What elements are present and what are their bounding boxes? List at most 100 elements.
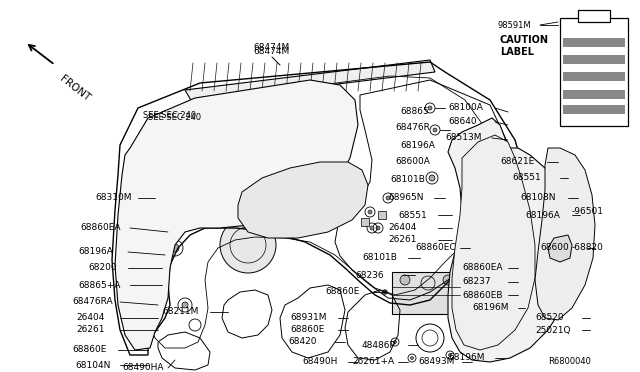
Text: 68551: 68551 (512, 173, 541, 183)
Circle shape (163, 282, 168, 288)
Text: 98591M: 98591M (498, 20, 532, 29)
Text: SEE SEC 240: SEE SEC 240 (148, 113, 201, 122)
Bar (563, 55, 625, 64)
Text: 68860EC: 68860EC (415, 244, 456, 253)
Text: 26261+A: 26261+A (352, 357, 394, 366)
Text: 68860EA: 68860EA (462, 263, 502, 273)
Text: 68310M: 68310M (95, 193, 131, 202)
Text: LABEL: LABEL (500, 47, 534, 57)
Circle shape (449, 353, 451, 356)
Polygon shape (238, 162, 368, 238)
Circle shape (386, 196, 390, 200)
Text: 68490H: 68490H (302, 357, 337, 366)
Text: 68860EB: 68860EB (462, 291, 502, 299)
Text: 68860EA: 68860EA (80, 224, 120, 232)
Circle shape (555, 209, 561, 215)
Text: 68237: 68237 (462, 278, 491, 286)
Polygon shape (115, 80, 358, 350)
Text: 68474M: 68474M (254, 44, 290, 52)
Text: 68520: 68520 (535, 314, 564, 323)
Text: 68600A: 68600A (395, 157, 430, 167)
Text: SEE SEC 240: SEE SEC 240 (143, 110, 196, 119)
Text: 68420: 68420 (288, 337, 317, 346)
Circle shape (429, 175, 435, 181)
Circle shape (544, 198, 572, 226)
Text: 68236: 68236 (355, 270, 383, 279)
Text: 68196A: 68196A (525, 211, 560, 219)
Text: 68101B: 68101B (390, 176, 425, 185)
Text: 68474M: 68474M (254, 48, 290, 57)
Text: 26261: 26261 (388, 235, 417, 244)
Circle shape (166, 230, 170, 234)
Text: R6800040: R6800040 (548, 357, 591, 366)
Text: 68640: 68640 (448, 118, 477, 126)
Text: 68196M: 68196M (472, 304, 509, 312)
Text: 68211M: 68211M (162, 308, 198, 317)
Text: 68100A: 68100A (448, 103, 483, 112)
Text: 68476R: 68476R (395, 122, 430, 131)
Polygon shape (185, 60, 435, 102)
Polygon shape (535, 148, 595, 320)
Circle shape (508, 196, 512, 200)
Text: 68860E: 68860E (290, 326, 324, 334)
Text: 26404: 26404 (76, 314, 104, 323)
Text: 68200: 68200 (88, 263, 116, 273)
Text: CAUTION: CAUTION (500, 35, 549, 45)
Text: 68476RA: 68476RA (72, 298, 113, 307)
Circle shape (428, 106, 432, 110)
Polygon shape (448, 118, 572, 362)
Bar (563, 38, 625, 47)
Text: -68820: -68820 (572, 244, 604, 253)
Text: 68101B: 68101B (362, 253, 397, 263)
Polygon shape (548, 235, 572, 262)
Circle shape (394, 340, 397, 343)
Text: 68860E: 68860E (325, 288, 360, 296)
Circle shape (506, 266, 511, 270)
Bar (563, 105, 625, 114)
Text: -96501: -96501 (572, 208, 604, 217)
Text: 26404: 26404 (388, 224, 417, 232)
Text: 68196M: 68196M (448, 353, 484, 362)
Text: 68965N: 68965N (388, 193, 424, 202)
Text: 68860E: 68860E (72, 346, 106, 355)
Text: 68513M: 68513M (445, 134, 481, 142)
Circle shape (376, 226, 380, 230)
Circle shape (370, 226, 374, 230)
Text: 68865: 68865 (400, 108, 429, 116)
Bar (215, 92, 233, 106)
Bar (563, 90, 625, 99)
Text: 26261: 26261 (76, 326, 104, 334)
Bar (392, 272, 460, 314)
Circle shape (368, 210, 372, 214)
Bar (578, 10, 610, 22)
Circle shape (443, 275, 453, 285)
Text: FRONT: FRONT (58, 74, 92, 104)
Circle shape (156, 302, 161, 308)
Circle shape (410, 356, 413, 359)
Text: 68104N: 68104N (75, 360, 110, 369)
Circle shape (550, 204, 566, 220)
Text: 68196A: 68196A (78, 247, 113, 257)
Circle shape (433, 128, 437, 132)
Circle shape (400, 275, 410, 285)
Text: 68551: 68551 (398, 211, 427, 219)
Text: 68493M: 68493M (418, 357, 454, 366)
Bar (378, 211, 386, 219)
Circle shape (220, 217, 276, 273)
Bar (563, 72, 625, 81)
Text: 68600: 68600 (540, 244, 569, 253)
Polygon shape (452, 135, 535, 350)
Text: 48486P: 48486P (362, 340, 396, 350)
Text: 68865+A: 68865+A (78, 280, 120, 289)
Text: 68490HA: 68490HA (122, 363, 163, 372)
Circle shape (460, 246, 465, 250)
Text: 25021Q: 25021Q (535, 326, 570, 334)
Text: 68621E: 68621E (500, 157, 534, 167)
Circle shape (171, 244, 179, 252)
Text: 68108N: 68108N (520, 193, 556, 202)
Bar (560, 18, 628, 126)
Circle shape (182, 302, 188, 308)
Circle shape (383, 289, 387, 295)
Bar (361, 218, 369, 226)
Text: 68196A: 68196A (400, 141, 435, 150)
